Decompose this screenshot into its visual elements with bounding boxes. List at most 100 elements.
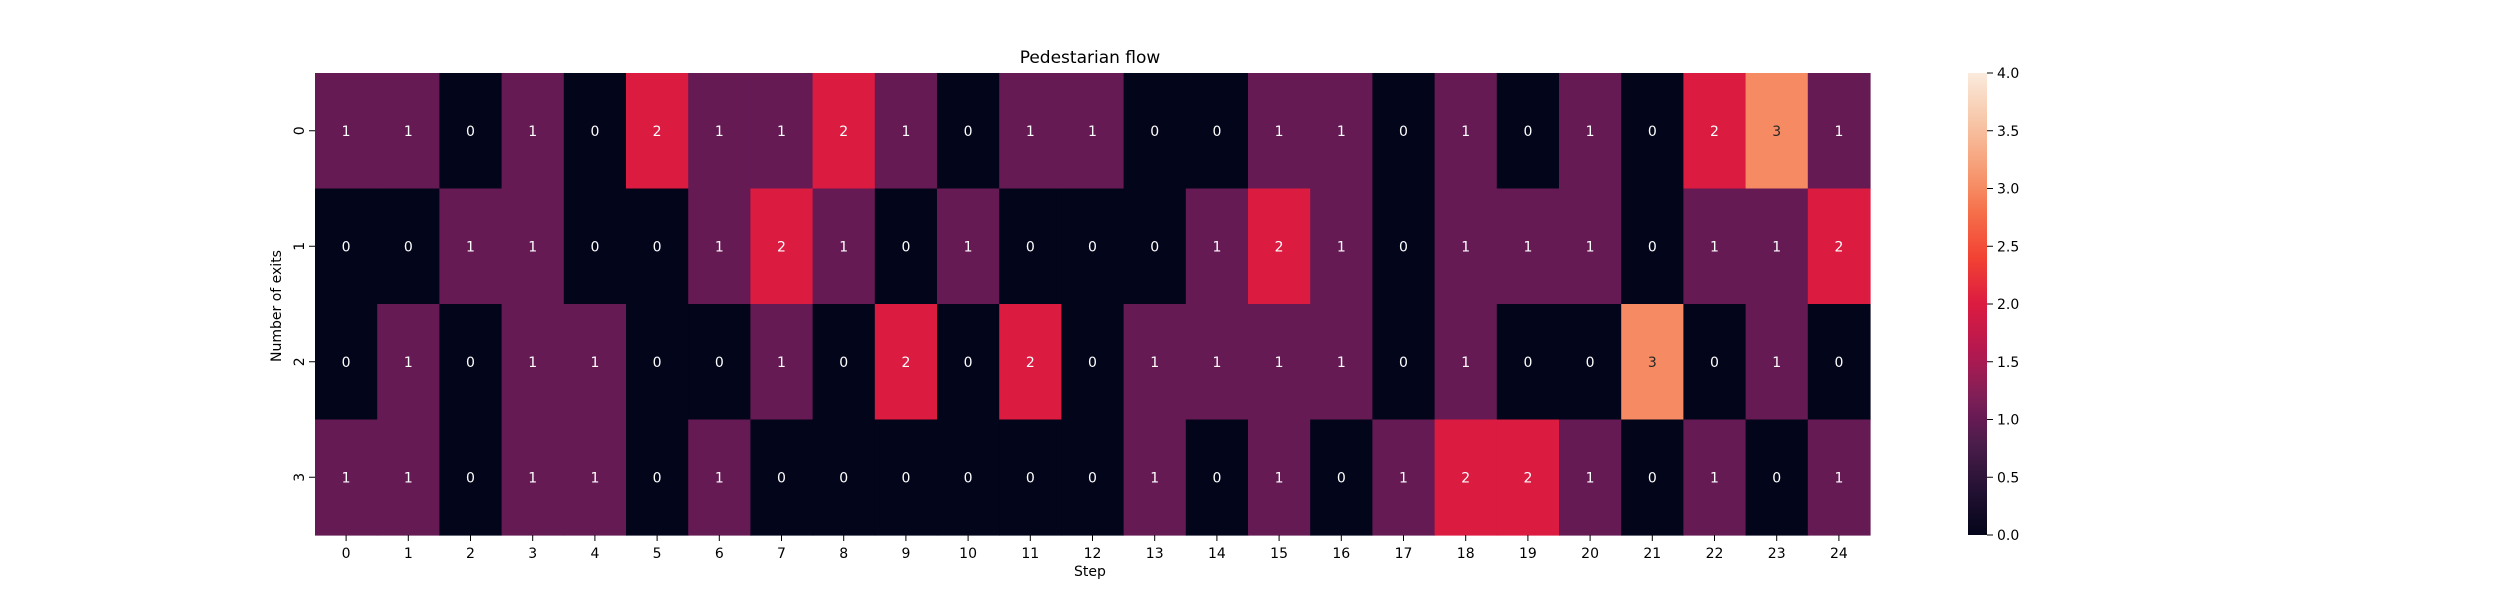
x-tick-label: 14 — [1208, 546, 1226, 562]
cell-value-label: 0 — [901, 470, 910, 486]
cell-value-label: 1 — [1337, 239, 1346, 255]
heatmap-cell — [1061, 419, 1125, 536]
x-axis-ticks: 0 1 2 3 4 5 6 7 8 9 10 11 12 13 14 15 16 17 18 19 20 21 22 23 24 — [342, 535, 1848, 562]
cell-value-label: 1 — [777, 355, 786, 371]
cell-value-label: 1 — [1461, 355, 1470, 371]
heatmap-cell — [999, 304, 1062, 421]
heatmap-cell — [501, 73, 565, 190]
heatmap-cell — [1807, 73, 1871, 190]
heatmap-cell — [315, 188, 378, 305]
cell-value-label: 0 — [715, 355, 724, 371]
heatmap-cell — [1248, 73, 1311, 190]
cell-value-label: 2 — [1026, 355, 1035, 371]
x-tick-label: 9 — [901, 546, 910, 562]
cell-value-label: 1 — [777, 124, 786, 140]
heatmap-cell — [1496, 304, 1560, 421]
x-tick-label: 24 — [1830, 546, 1848, 562]
heatmap-cell — [563, 419, 627, 536]
x-tick-label: 8 — [839, 546, 848, 562]
heatmap-cell — [1434, 73, 1498, 190]
heatmap-cell — [937, 188, 1000, 305]
cell-value-labels: 1 1 0 1 0 2 1 1 2 1 0 1 1 0 0 1 1 0 1 0 1 0 2 3 1 0 0 1 1 0 0 1 2 1 0 1 0 0 0 1… — [342, 124, 1844, 487]
x-tick-label: 2 — [466, 546, 475, 562]
cell-value-label: 1 — [1026, 124, 1035, 140]
heatmap-cell — [1185, 188, 1249, 305]
cell-value-label: 2 — [901, 355, 910, 371]
heatmap-cell — [1621, 188, 1684, 305]
heatmap-cell — [812, 304, 876, 421]
x-tick-label: 10 — [959, 546, 977, 562]
cell-value-label: 1 — [404, 124, 413, 140]
y-tick-label: 3 — [292, 473, 308, 482]
cell-value-label: 3 — [1772, 124, 1781, 140]
colorbar-tick-label: 2.0 — [1997, 297, 2019, 313]
cell-value-label: 1 — [528, 355, 537, 371]
x-tick-label: 19 — [1519, 546, 1537, 562]
cell-value-label: 1 — [404, 355, 413, 371]
heatmap-cell — [1372, 419, 1436, 536]
heatmap-cell — [1559, 419, 1622, 536]
heatmap-cell — [501, 304, 565, 421]
cell-value-label: 0 — [964, 355, 973, 371]
cell-value-label: 1 — [590, 355, 599, 371]
cell-value-label: 1 — [1834, 470, 1843, 486]
y-tick-label: 2 — [292, 357, 308, 366]
cell-value-label: 0 — [1399, 239, 1408, 255]
heatmap-cell — [1310, 419, 1373, 536]
heatmap-cell — [1621, 73, 1684, 190]
colorbar-tick-label: 1.0 — [1997, 413, 2019, 429]
cell-value-label: 0 — [964, 470, 973, 486]
heatmap-cell — [937, 73, 1000, 190]
heatmap-cell — [1372, 188, 1436, 305]
cell-value-label: 0 — [653, 239, 662, 255]
x-tick-label: 21 — [1643, 546, 1661, 562]
cell-value-label: 2 — [1461, 470, 1470, 486]
cell-value-label: 0 — [1212, 124, 1221, 140]
cell-value-label: 0 — [404, 239, 413, 255]
heatmap-cell — [377, 419, 440, 536]
cell-value-label: 1 — [839, 239, 848, 255]
x-tick-label: 6 — [715, 546, 724, 562]
heatmap-cell — [1123, 419, 1187, 536]
cell-value-label: 0 — [466, 355, 475, 371]
heatmap-cell — [315, 304, 378, 421]
heatmap-cell — [812, 73, 876, 190]
cell-value-label: 2 — [653, 124, 662, 140]
heatmap-cell — [439, 188, 503, 305]
cell-value-label: 1 — [1212, 355, 1221, 371]
heatmap-cell — [1621, 419, 1684, 536]
cell-value-label: 0 — [839, 470, 848, 486]
cell-value-label: 0 — [1150, 124, 1159, 140]
heatmap-cell — [1185, 73, 1249, 190]
heatmap-cell — [439, 304, 503, 421]
heatmap-cell — [688, 419, 751, 536]
cell-value-label: 1 — [1150, 470, 1159, 486]
heatmap-cell — [1248, 304, 1311, 421]
cell-value-label: 0 — [777, 470, 786, 486]
cell-value-label: 0 — [1212, 470, 1221, 486]
heatmap-cell — [626, 73, 689, 190]
cell-value-label: 0 — [1088, 355, 1097, 371]
colorbar-tick-label: 0.5 — [1997, 470, 2019, 486]
cell-value-label: 1 — [1834, 124, 1843, 140]
heatmap-cell — [1372, 304, 1436, 421]
heatmap-cell — [688, 188, 751, 305]
heatmap-cell — [1123, 188, 1187, 305]
colorbar-tick-label: 3.5 — [1997, 124, 2019, 140]
heatmap-cell — [1434, 304, 1498, 421]
heatmap-cell — [1559, 73, 1622, 190]
x-tick-label: 13 — [1146, 546, 1164, 562]
heatmap-cell — [1745, 73, 1809, 190]
heatmap-cell — [812, 419, 876, 536]
cell-value-label: 2 — [1275, 239, 1284, 255]
cell-value-label: 0 — [1088, 239, 1097, 255]
heatmap-cell — [439, 419, 503, 536]
colorbar-tick-label: 2.5 — [1997, 239, 2019, 255]
heatmap-cell — [1496, 419, 1560, 536]
heatmap-cell — [1123, 73, 1187, 190]
cell-value-label: 0 — [1399, 355, 1408, 371]
heatmap-cell — [937, 304, 1000, 421]
cell-value-label: 1 — [1088, 124, 1097, 140]
heatmap-cell — [315, 419, 378, 536]
